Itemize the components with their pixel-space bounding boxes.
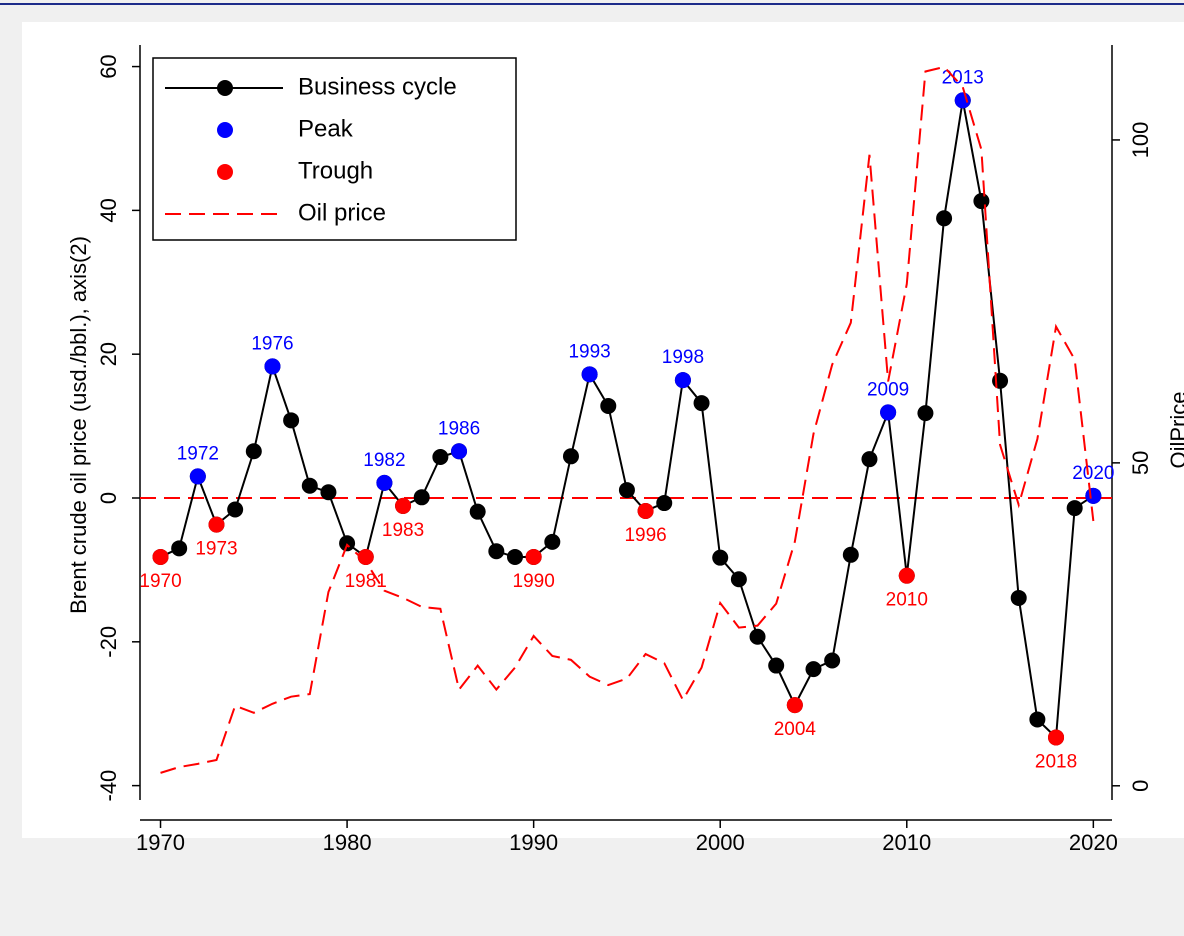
y2-tick-label: 100 [1128,122,1153,159]
legend-key-marker [217,122,233,138]
data-point [917,405,934,422]
data-point [227,501,244,518]
x-tick-label: 2010 [882,830,931,855]
y-tick-label: 20 [96,342,121,366]
legend-label: Peak [298,115,354,142]
y-tick-label: -40 [96,770,121,802]
data-point [898,567,915,584]
data-point [749,628,766,645]
point-label: 1973 [195,539,237,560]
point-label: 1981 [345,571,387,592]
data-point [1066,500,1083,517]
data-point [171,540,188,557]
point-label: 1996 [624,525,666,546]
point-label: 2010 [886,590,928,611]
y-tick-label: 40 [96,198,121,222]
data-point [320,484,337,501]
point-label: 1982 [363,450,405,471]
point-label: 1970 [139,571,181,592]
data-point [395,497,412,514]
data-point [264,358,281,375]
data-point [1048,729,1065,746]
data-point [768,657,785,674]
y-tick-label: 60 [96,54,121,78]
data-point [656,495,673,512]
data-point [730,571,747,588]
data-point [674,372,691,389]
point-label: 1976 [251,333,293,354]
y-tick-label: 0 [96,492,121,504]
point-label: 2009 [867,379,909,400]
data-point [581,366,598,383]
data-point [413,489,430,506]
point-label: 1983 [382,520,424,541]
point-label: 1993 [568,341,610,362]
oil-price-line [160,65,1095,774]
data-point [824,652,841,669]
point-label: 2004 [774,719,817,740]
data-point [376,474,393,491]
legend-label: Business cycle [298,73,457,100]
data-point [432,449,449,466]
data-point [357,548,374,565]
data-point [451,443,468,460]
legend-label: Trough [298,157,373,184]
data-point [1010,589,1027,606]
data-point [973,193,990,210]
data-point [189,468,206,485]
data-point [1029,711,1046,728]
data-point [712,549,729,566]
x-tick-label: 2000 [696,830,745,855]
point-label: 1972 [177,443,219,464]
data-point [618,482,635,499]
x-tick-label: 1980 [323,830,372,855]
data-point [245,443,262,460]
data-point [208,516,225,533]
data-point [525,548,542,565]
x-tick-label: 2020 [1069,830,1118,855]
y2-axis-label: OilPrice [1166,391,1184,468]
data-point [954,92,971,109]
data-point [842,546,859,563]
point-label: 2013 [942,67,984,88]
point-label: 2020 [1072,463,1114,484]
data-point [339,535,356,552]
y-axis-label: Brent crude oil price (usd./bbl.), axis(… [66,236,91,614]
data-point [992,372,1009,389]
data-point [469,503,486,520]
data-point [1085,487,1102,504]
data-point [637,502,654,519]
data-point [506,548,523,565]
data-point [301,477,318,494]
data-point [562,448,579,465]
x-tick-label: 1990 [509,830,558,855]
data-point [861,451,878,468]
data-point [805,661,822,678]
data-point [786,697,803,714]
legend-label: Oil price [298,199,386,226]
data-point [693,395,710,412]
y2-tick-label: 50 [1128,451,1153,475]
point-label: 2018 [1035,751,1077,772]
data-point [283,412,300,429]
data-point [880,404,897,421]
legend-key-marker [217,164,233,180]
y2-tick-label: 0 [1128,780,1153,792]
point-label: 1990 [513,571,555,592]
data-point [544,533,561,550]
data-point [600,397,617,414]
legend-key-marker [217,80,233,96]
point-label: 1998 [662,347,704,368]
data-point [936,210,953,227]
data-point [152,548,169,565]
data-point [488,543,505,560]
y-tick-label: -20 [96,626,121,658]
x-tick-label: 1970 [136,830,185,855]
point-label: 1986 [438,418,480,439]
